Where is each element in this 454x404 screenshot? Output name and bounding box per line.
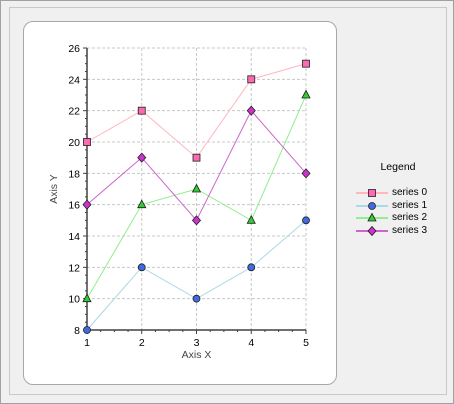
legend-item: series 3 [356,225,436,238]
data-point-3-2 [191,215,202,226]
legend-label: series 1 [392,199,428,211]
legend-swatch-marker [368,189,376,197]
legend-swatch-marker [367,225,377,236]
data-point-2-2 [191,183,202,193]
y-tick-label: 18 [68,168,80,180]
data-point-0-4 [302,59,310,68]
data-point-3-0 [82,199,92,210]
legend-label: series 2 [392,212,428,223]
x-tick-label: 4 [248,337,254,349]
y-tick-label: 24 [68,74,80,86]
x-tick-label: 5 [303,337,309,349]
x-axis-title: Axis X [182,349,212,361]
data-point-0-1 [137,106,146,115]
y-tick-label: 10 [68,294,80,306]
data-point-1-4 [302,216,310,225]
series-group-0 [83,59,310,162]
data-point-2-1 [137,199,147,209]
data-point-0-0 [83,138,91,146]
data-point-1-1 [137,263,146,272]
series-group-2 [82,89,311,303]
x-tick-label: 1 [84,337,90,349]
data-point-2-4 [301,89,311,99]
series-group-3 [82,105,311,226]
series-group-1 [83,216,310,334]
legend-item: series 1 [356,200,436,213]
legend-swatch-marker [368,201,376,210]
data-point-3-4 [301,168,311,179]
y-tick-label: 8 [74,325,80,337]
data-point-1-3 [247,263,256,272]
legend-swatch [356,189,388,197]
series-lines [82,59,311,334]
y-tick-label: 16 [68,200,80,212]
data-point-0-3 [247,75,256,84]
legend-label: series 0 [392,187,428,198]
legend-swatch [356,212,388,222]
x-tick-label: 2 [139,337,145,349]
legend-title: Legend [380,161,416,173]
data-point-2-3 [246,214,256,224]
data-point-2-0 [82,293,92,303]
data-point-1-2 [192,294,201,303]
data-point-3-1 [137,152,147,163]
y-tick-label: 20 [68,137,80,149]
data-point-3-3 [246,105,256,116]
y-tick-label: 12 [68,262,80,274]
legend-item: series 0 [356,187,436,200]
legend: Legend series 0 series 1 series 2 series 3 [356,161,436,237]
legend-label: series 3 [392,224,428,236]
legend-swatch [356,225,388,236]
y-tick-label: 22 [68,106,80,118]
x-tick-label: 3 [194,337,200,349]
legend-swatch-marker [367,212,377,222]
y-axis-title: Axis Y [48,174,60,204]
legend-items: series 0 series 1 series 2 series 3 [356,187,436,237]
legend-swatch [356,201,388,210]
legend-item: series 2 [356,212,436,225]
chart-card: 8 10 12 14 16 18 20 22 24 26 1 2 3 4 5 Axis X Axis Y [23,21,337,385]
data-point-1-0 [83,326,91,334]
y-tick-label: 26 [68,43,80,55]
y-tick-label: 14 [68,231,80,243]
data-point-0-2 [192,153,201,162]
